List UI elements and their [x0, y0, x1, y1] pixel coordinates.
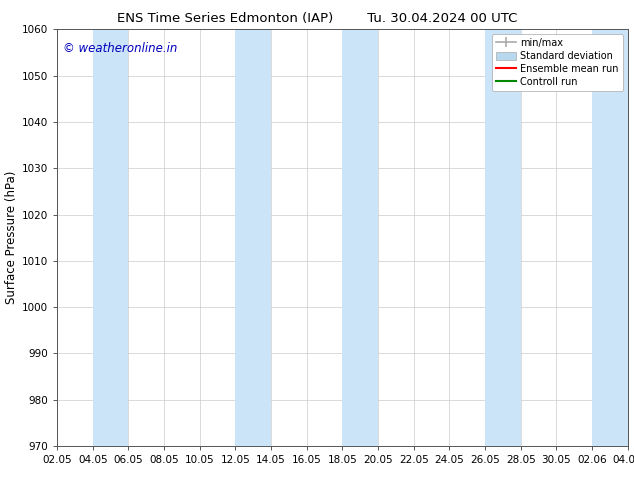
Bar: [485, 29, 521, 446]
Bar: [235, 29, 271, 446]
Legend: min/max, Standard deviation, Ensemble mean run, Controll run: min/max, Standard deviation, Ensemble me…: [492, 34, 623, 91]
Text: © weatheronline.in: © weatheronline.in: [63, 42, 177, 55]
Bar: [342, 29, 378, 446]
Bar: [592, 29, 628, 446]
Text: ENS Time Series Edmonton (IAP)        Tu. 30.04.2024 00 UTC: ENS Time Series Edmonton (IAP) Tu. 30.04…: [117, 12, 517, 25]
Y-axis label: Surface Pressure (hPa): Surface Pressure (hPa): [4, 171, 18, 304]
Bar: [93, 29, 128, 446]
